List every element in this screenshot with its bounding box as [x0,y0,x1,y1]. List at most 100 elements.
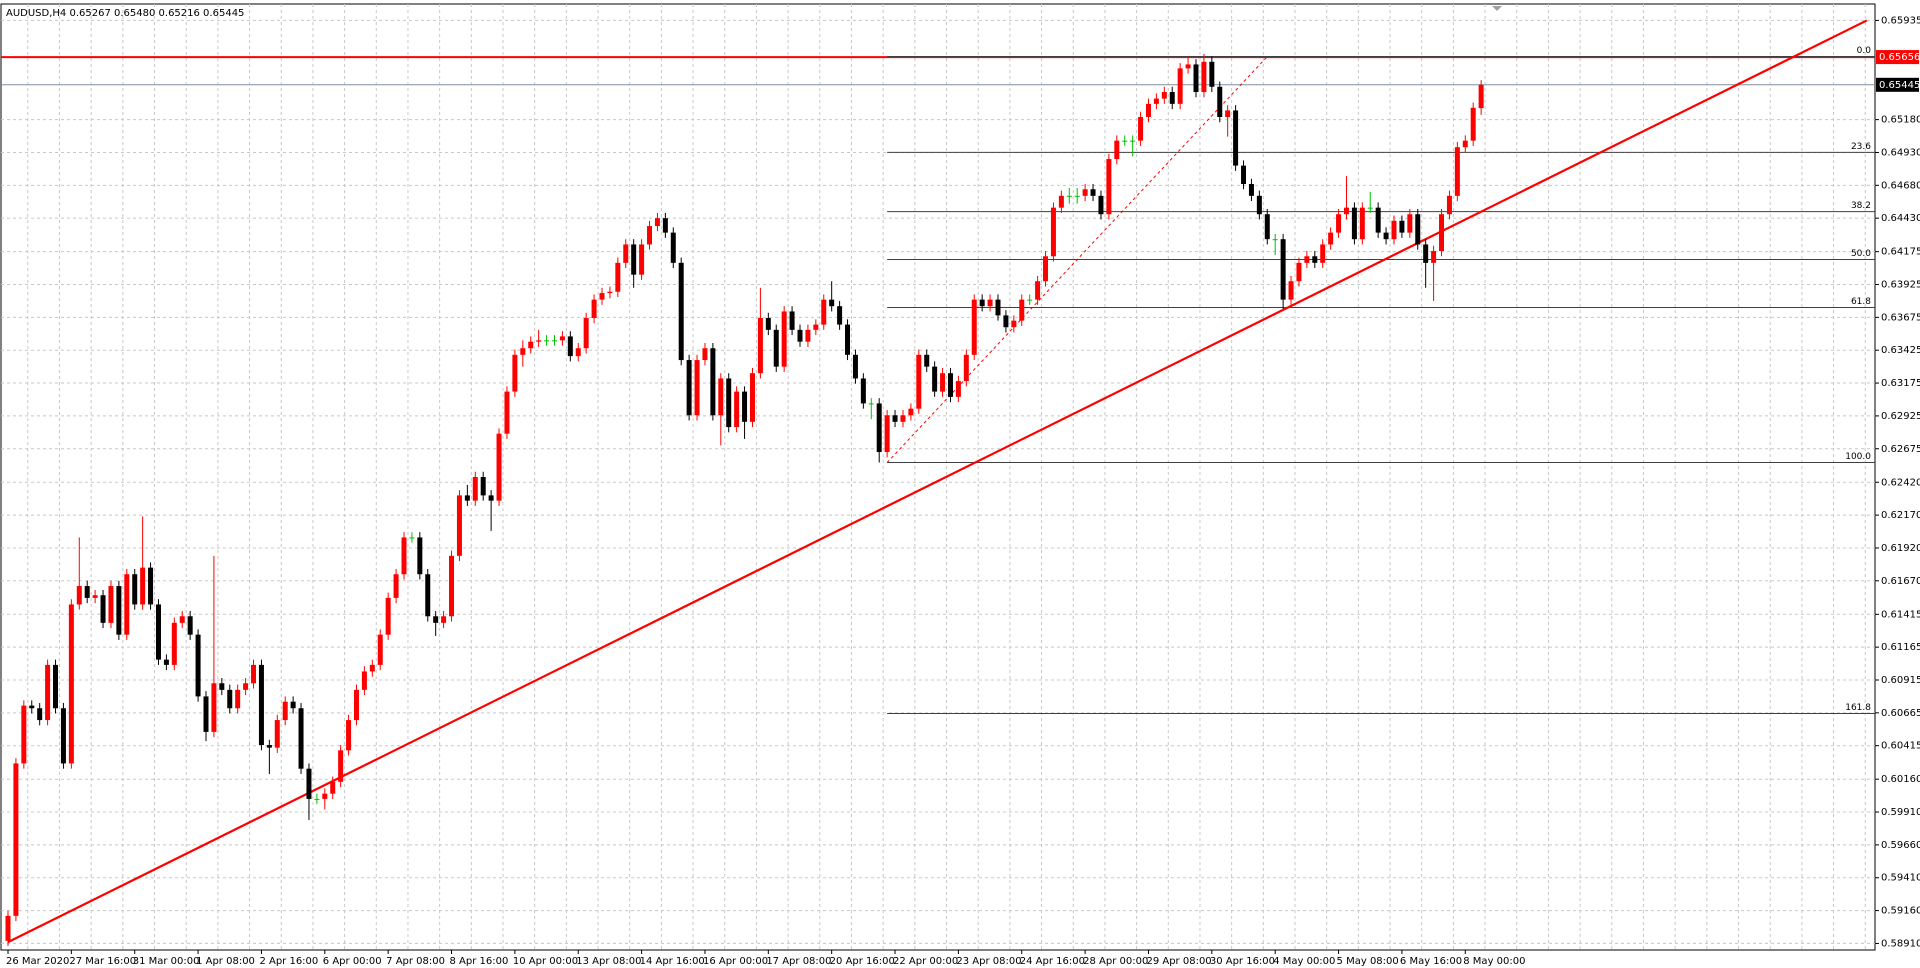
candle-body [68,604,74,764]
candle-body [544,340,550,342]
candle-body [322,793,328,799]
x-tick-label: 23 Apr 08:00 [956,956,1021,967]
candle-body [995,299,1001,316]
candle-body [567,336,573,357]
candle-body [84,586,90,598]
candle-body [1161,92,1167,99]
candle-body [765,318,771,330]
candle-body [1130,140,1136,142]
candle-body [845,324,851,355]
candle-body [662,218,668,233]
candle-body [1478,84,1484,109]
candle-body [932,366,938,392]
candle-body [21,705,27,764]
price-label: 0.65656 [1879,52,1920,63]
candle-body [346,720,352,751]
candle-body [742,391,748,422]
candle-body [227,689,233,709]
y-tick-label: 0.65935 [1881,15,1920,26]
candle-body [710,348,716,416]
candle-body [235,689,241,709]
candle-body [1391,220,1397,240]
candle-body [441,616,447,623]
y-tick-label: 0.61670 [1881,576,1920,587]
candle-body [702,348,708,361]
fib-level-label: 38.2 [1851,201,1871,211]
candle-body [1375,207,1381,233]
shift-marker [1492,6,1502,11]
candle-body [306,768,312,799]
y-tick-label: 0.59660 [1881,840,1920,851]
candle-body [1367,207,1373,209]
fib-level-label: 50.0 [1851,249,1871,259]
candle-body [456,495,462,556]
candle-body [163,659,169,665]
candle-body [1050,207,1056,257]
y-tick-label: 0.62925 [1881,411,1920,422]
x-tick-label: 29 Apr 08:00 [1146,956,1211,967]
x-tick-label: 14 Apr 16:00 [640,956,705,967]
candle-body [1011,320,1017,328]
candle-body [876,403,882,453]
y-tick-label: 0.60665 [1881,708,1920,719]
candle-body [338,750,344,782]
y-tick-label: 0.64430 [1881,213,1920,224]
y-tick-label: 0.59410 [1881,873,1920,884]
candle-body [377,634,383,665]
candle-body [868,403,874,405]
x-tick-label: 8 May 00:00 [1463,956,1525,967]
candle-body [559,336,565,341]
candle-body [1351,207,1357,240]
candle-body [243,683,249,690]
candle-body [1470,107,1476,141]
candle-body [1003,315,1009,328]
candle-body [76,586,82,605]
candle-body [108,586,114,623]
y-tick-label: 0.60160 [1881,774,1920,785]
candle-body [1336,214,1342,233]
candle-body [797,329,803,342]
candle-body [686,360,692,416]
candle-body [433,616,439,623]
x-tick-label: 17 Apr 08:00 [766,956,831,967]
candle-body [726,378,732,428]
x-tick-label: 16 Apr 00:00 [703,956,768,967]
candle-body [955,381,961,397]
candle-body [1201,61,1207,93]
candle-body [718,378,724,416]
candle-body [251,664,257,684]
x-tick-label: 20 Apr 16:00 [830,956,895,967]
candle-body [385,597,391,635]
candle-body [860,378,866,404]
candle-body [5,915,11,941]
x-tick-label: 1 Apr 08:00 [196,956,255,967]
candle-body [805,329,811,342]
candle-body [1415,214,1421,245]
candle-body [1066,195,1072,197]
candle-body [757,318,763,374]
candle-body [971,299,977,355]
y-tick-label: 0.64930 [1881,147,1920,158]
candle-body [488,495,494,501]
candle-body [1035,281,1041,300]
candle-body [1090,189,1096,196]
candle-body [282,701,288,721]
candle-body [155,604,161,660]
candle-body [599,293,605,300]
candle-body [1462,140,1468,148]
candle-body [45,664,51,721]
candle-body [647,226,653,245]
candle-body [639,244,645,275]
candle-body [504,391,510,434]
y-tick-label: 0.61920 [1881,543,1920,554]
candle-body [734,391,740,428]
candle-body [1082,189,1088,196]
candle-body [1446,195,1452,215]
x-tick-label: 31 Mar 00:00 [133,956,200,967]
x-tick-label: 30 Apr 16:00 [1210,956,1275,967]
candle-body [852,354,858,379]
x-tick-label: 4 May 00:00 [1273,956,1335,967]
x-tick-label: 6 Apr 00:00 [323,956,382,967]
candle-body [219,683,225,690]
